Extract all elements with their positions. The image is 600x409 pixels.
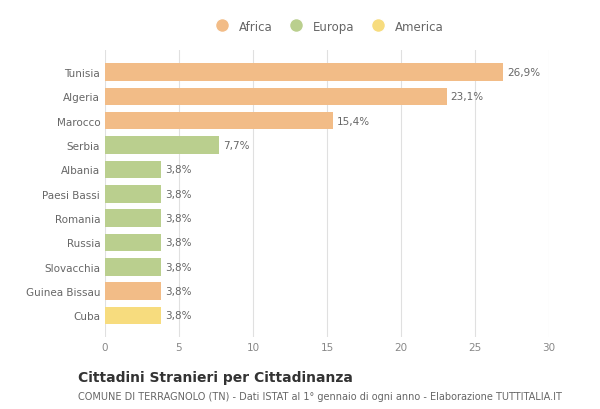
Text: 3,8%: 3,8% bbox=[165, 311, 191, 321]
Text: 15,4%: 15,4% bbox=[337, 117, 370, 126]
Bar bbox=[105, 258, 161, 276]
Bar bbox=[105, 137, 219, 155]
Text: Cittadini Stranieri per Cittadinanza: Cittadini Stranieri per Cittadinanza bbox=[78, 370, 353, 384]
Text: 7,7%: 7,7% bbox=[223, 141, 249, 151]
Text: 26,9%: 26,9% bbox=[507, 68, 540, 78]
Text: COMUNE DI TERRAGNOLO (TN) - Dati ISTAT al 1° gennaio di ogni anno - Elaborazione: COMUNE DI TERRAGNOLO (TN) - Dati ISTAT a… bbox=[78, 391, 562, 400]
Bar bbox=[105, 64, 503, 82]
Bar bbox=[105, 113, 333, 130]
Bar bbox=[105, 186, 161, 203]
Bar bbox=[105, 283, 161, 300]
Text: 3,8%: 3,8% bbox=[165, 165, 191, 175]
Text: 3,8%: 3,8% bbox=[165, 286, 191, 297]
Bar bbox=[105, 307, 161, 324]
Text: 3,8%: 3,8% bbox=[165, 262, 191, 272]
Bar bbox=[105, 88, 447, 106]
Text: 3,8%: 3,8% bbox=[165, 238, 191, 248]
Text: 23,1%: 23,1% bbox=[451, 92, 484, 102]
Bar bbox=[105, 234, 161, 252]
Legend: Africa, Europa, America: Africa, Europa, America bbox=[207, 17, 447, 37]
Text: 3,8%: 3,8% bbox=[165, 213, 191, 224]
Bar bbox=[105, 161, 161, 179]
Bar bbox=[105, 210, 161, 227]
Text: 3,8%: 3,8% bbox=[165, 189, 191, 199]
